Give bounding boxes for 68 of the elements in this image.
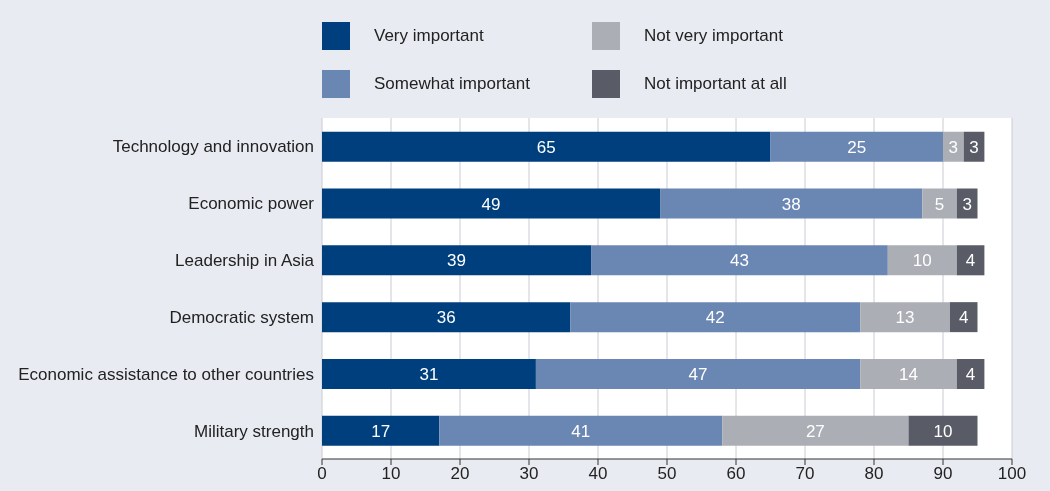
bar [660,188,923,219]
data-label: 27 [805,421,825,441]
data-label: 43 [729,251,749,271]
bar [535,358,861,389]
bar [949,302,978,333]
bar [956,245,985,276]
x-tick-label: 50 [657,464,677,484]
data-label: 65 [536,137,556,157]
y-tick-label: Military strength [194,421,314,441]
legend-label: Somewhat important [374,74,530,94]
bar [439,415,723,446]
legend-label: Not important at all [644,74,787,94]
bar [322,415,440,446]
data-label: 4 [965,251,976,271]
x-tick-label: 0 [317,464,327,484]
x-tick-label: 80 [864,464,884,484]
data-label: 25 [847,137,867,157]
x-tick-label: 60 [726,464,746,484]
bar [956,358,985,389]
data-label: 4 [958,308,969,328]
x-tick-label: 20 [450,464,470,484]
bar [322,302,571,333]
data-label: 10 [912,251,932,271]
bar [591,245,888,276]
bar [322,358,536,389]
data-label: 36 [436,308,456,328]
data-label: 31 [419,365,439,385]
data-label: 4 [965,365,976,385]
data-label: 14 [899,365,918,385]
data-label: 49 [481,194,501,214]
bar [943,131,964,162]
bar [322,131,771,162]
bar [887,245,957,276]
bar [570,302,861,333]
data-label: 3 [969,137,979,157]
data-label: 39 [447,251,467,271]
data-label: 41 [571,421,591,441]
bar [322,188,661,219]
x-tick-label: 70 [795,464,815,484]
bar [922,188,957,219]
bar [908,415,978,446]
data-label: 13 [895,308,915,328]
data-label: 10 [933,421,953,441]
data-label: 3 [962,194,972,214]
bar [322,245,592,276]
data-label: 3 [948,137,959,157]
data-label: 5 [934,194,945,214]
x-tick-label: 10 [381,464,401,484]
bar [860,302,950,333]
y-tick-label: Economic assistance to other countries [18,364,314,384]
data-label: 17 [371,421,391,441]
data-label: 42 [705,308,725,328]
bar [860,358,957,389]
y-tick-label: Economic power [188,194,315,214]
data-label: 47 [688,365,708,385]
y-tick-label: Democratic system [169,307,314,327]
x-tick-label: 100 [997,464,1027,484]
bar [956,188,978,219]
bar [722,415,909,446]
x-tick-label: 30 [519,464,539,484]
y-tick-label: Leadership in Asia [175,251,315,271]
legend-label: Very important [374,26,484,46]
legend-label: Not very important [644,26,783,46]
data-label: 38 [781,194,801,214]
y-tick-label: Technology and innovation [112,137,314,157]
x-tick-label: 40 [588,464,608,484]
x-tick-label: 90 [933,464,953,484]
bar [770,131,943,162]
